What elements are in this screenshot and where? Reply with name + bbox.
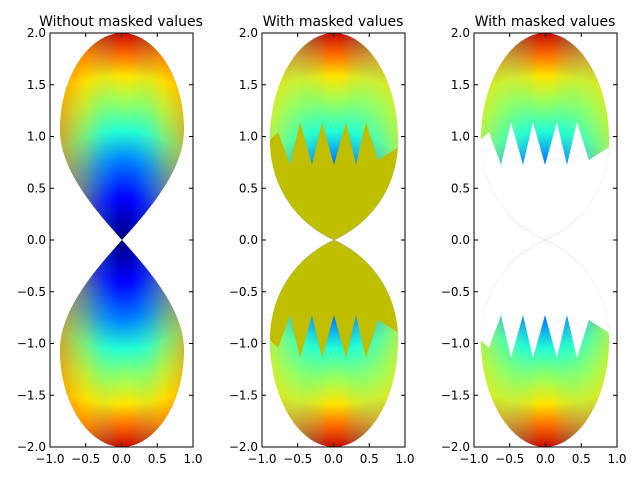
panel-1-xtick-label: 0.5 (148, 452, 167, 466)
panel-3-ytick-label: −2.0 (441, 440, 470, 454)
panel-2-xtick-label: 0.0 (324, 452, 343, 466)
panel-1-ytick-label: 2.0 (27, 26, 46, 40)
panel-2: With masked values −1.0 −0.5 0.0 0.5 1.0 2.0 1… (229, 14, 415, 466)
panel-1-ytick-label: −1.5 (17, 388, 46, 402)
panel-2-axes: −1.0 −0.5 0.0 0.5 1.0 2.0 1.5 1.0 0.5 0.0 −0.5 −1.0… (229, 26, 415, 466)
panel-2-title: With masked values (263, 14, 404, 30)
panel-1-upper-lobe (60, 33, 184, 240)
panel-3-xtick-label: −0.5 (495, 452, 524, 466)
panel-1-ytick-label: −1.0 (17, 337, 46, 351)
panel-1-xtick-label: −0.5 (71, 452, 100, 466)
panel-2-xtick-label: −0.5 (283, 452, 312, 466)
panel-3-ytick-label: 1.0 (451, 130, 470, 144)
panel-3-ytick-label: −0.5 (441, 285, 470, 299)
panel-2-ytick-label: 1.5 (239, 78, 258, 92)
panel-3-ytick-label: −1.0 (441, 337, 470, 351)
panel-2-ytick-label: −1.5 (229, 388, 258, 402)
panel-3-ytick-label: −1.5 (441, 388, 470, 402)
panel-1-xtick-label: 0.0 (112, 452, 131, 466)
panel-2-xtick-label: 0.5 (360, 452, 379, 466)
panel-3-axes: −1.0 −0.5 0.0 0.5 1.0 2.0 1.5 1.0 0.5 0.0 −0.5 −1.0… (441, 26, 627, 466)
panel-1: Without masked values −1.0 −0.5 0.0 0.5 1.0 2… (17, 14, 203, 466)
panel-3: With masked values −1.0 −0.5 0.0 0.5 1.0 2.0 1… (441, 14, 627, 466)
panel-1-plot-area (60, 33, 184, 447)
panel-2-ytick-label: −0.5 (229, 285, 258, 299)
panel-2-ytick-label: −2.0 (229, 440, 258, 454)
panel-3-title: With masked values (475, 14, 616, 30)
panel-2-xtick-label: 1.0 (395, 452, 414, 466)
panel-2-ytick-label: 0.0 (239, 233, 258, 247)
panel-3-xtick-label: 1.0 (607, 452, 626, 466)
panel-3-ytick-label: 2.0 (451, 26, 470, 40)
panel-3-ytick-label: 0.5 (451, 181, 470, 195)
panel-3-xtick-label: −1.0 (459, 452, 488, 466)
panel-3-upper-lobe (481, 33, 609, 240)
panel-2-ytick-label: 2.0 (239, 26, 258, 40)
panel-3-ytick-label: 1.5 (451, 78, 470, 92)
panel-2-upper-lobe (270, 33, 398, 240)
panel-1-lower-lobe (60, 240, 184, 447)
panel-3-ytick-label: 0.0 (451, 233, 470, 247)
panel-3-xtick-label: 0.5 (572, 452, 591, 466)
panel-1-axes: −1.0 −0.5 0.0 0.5 1.0 2.0 1.5 1.0 0.5 0.0 −0.5 −1.0… (17, 26, 203, 466)
panel-2-ytick-label: −1.0 (229, 337, 258, 351)
panel-1-ytick-label: 0.5 (27, 181, 46, 195)
panel-2-ytick-label: 1.0 (239, 130, 258, 144)
panel-3-lower-lobe (481, 240, 609, 447)
panel-2-lower-lobe (270, 240, 398, 447)
panel-1-title: Without masked values (39, 14, 203, 30)
panel-2-ytick-label: 0.5 (239, 181, 258, 195)
panel-3-xtick-label: 0.0 (536, 452, 555, 466)
panel-1-xtick-label: −1.0 (35, 452, 64, 466)
panel-1-ytick-label: −2.0 (17, 440, 46, 454)
panel-1-ytick-label: 0.0 (27, 233, 46, 247)
panel-1-ytick-label: 1.5 (27, 78, 46, 92)
panel-1-ytick-label: 1.0 (27, 130, 46, 144)
panel-1-ytick-label: −0.5 (17, 285, 46, 299)
panel-2-xtick-label: −1.0 (247, 452, 276, 466)
panel-1-xtick-label: 1.0 (183, 452, 202, 466)
